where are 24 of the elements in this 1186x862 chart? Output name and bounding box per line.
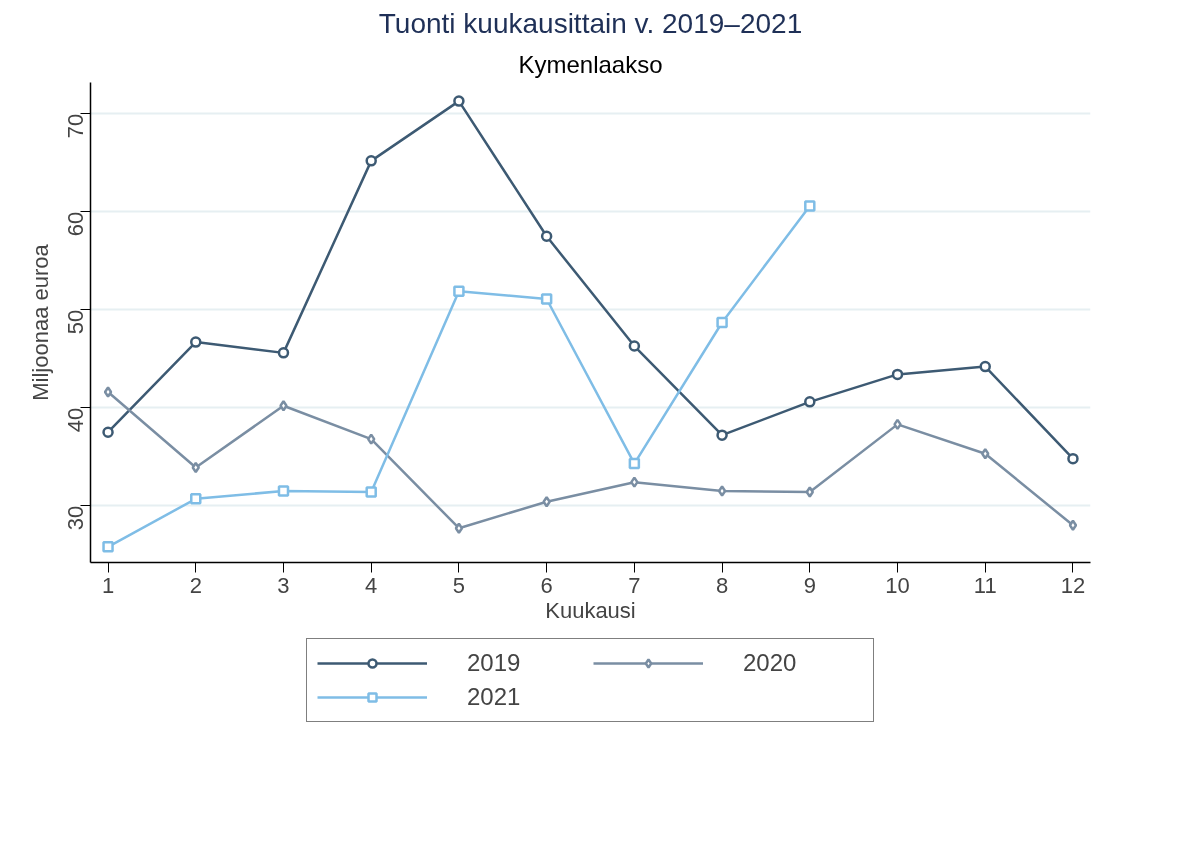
x-tick-label: 2 <box>189 572 202 598</box>
chart-title: Tuonti kuukausittain v. 2019–2021 <box>378 7 803 39</box>
chart-subtitle: Kymenlaakso <box>518 50 663 78</box>
x-tick-label: 3 <box>277 572 290 598</box>
x-tick-label: 10 <box>885 572 910 598</box>
x-tick-label: 4 <box>365 572 378 598</box>
x-tick-label: 9 <box>803 572 816 598</box>
x-tick-label: 5 <box>452 572 466 598</box>
y-tick-label: 50 <box>63 309 88 335</box>
x-tick-label: 1 <box>101 572 115 598</box>
x-tick-label: 12 <box>1060 572 1086 598</box>
legend-label: 2021 <box>467 683 522 711</box>
y-tick-label: 40 <box>63 407 88 433</box>
x-axis-title: Kuukausi <box>545 597 636 623</box>
y-axis-title: Miljoonaa euroa <box>27 243 53 401</box>
legend-label: 2019 <box>467 649 522 677</box>
x-tick-label: 6 <box>540 572 553 598</box>
x-tick-label: 7 <box>628 572 641 598</box>
y-tick-label: 70 <box>63 113 88 139</box>
x-tick-label: 11 <box>973 572 997 598</box>
x-tick-label: 8 <box>715 572 729 598</box>
y-tick-label: 60 <box>63 211 88 237</box>
legend-label: 2020 <box>743 649 798 677</box>
y-tick-label: 30 <box>63 505 88 531</box>
